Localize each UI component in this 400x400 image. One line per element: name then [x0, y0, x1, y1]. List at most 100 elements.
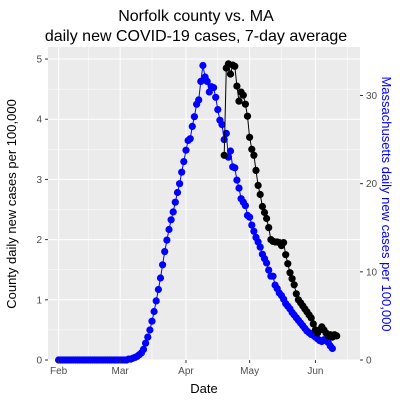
data-point [220, 151, 228, 159]
data-point [165, 225, 173, 234]
data-point [161, 248, 169, 256]
x-axis-title: Date [190, 381, 217, 396]
data-point [218, 121, 226, 129]
data-point [186, 135, 194, 143]
data-point [282, 251, 290, 259]
y-left-tick-label: 2 [36, 235, 42, 246]
data-point [333, 332, 341, 340]
data-point [258, 202, 266, 211]
data-point [265, 224, 273, 232]
data-point [248, 145, 256, 153]
y-right-tick-label: 0 [366, 356, 372, 367]
y-left-tick-label: 4 [36, 115, 42, 126]
data-point [210, 84, 218, 92]
data-point [231, 62, 239, 70]
data-point [148, 317, 156, 325]
data-point [235, 97, 243, 105]
y-right-tick-label: 30 [366, 91, 378, 102]
data-point [188, 122, 196, 130]
y-axis-left: 0 1 2 3 4 5 [36, 55, 48, 367]
data-point [142, 339, 150, 347]
x-tick-label: Apr [178, 366, 194, 377]
data-point [246, 213, 254, 221]
data-point [307, 314, 315, 322]
data-point [150, 307, 158, 316]
data-point [290, 281, 298, 289]
data-point [241, 202, 249, 210]
data-point [152, 297, 160, 305]
data-point [260, 208, 269, 217]
chart-title-line-2: daily new COVID-19 cases, 7-day average [45, 28, 347, 45]
y-axis-right-title: Massachusetts daily new cases per 100,00… [379, 76, 394, 331]
data-point [180, 158, 188, 166]
data-point [239, 91, 247, 99]
data-point [144, 333, 152, 341]
data-point [265, 266, 273, 274]
data-point [256, 190, 264, 199]
data-point [163, 236, 171, 244]
data-point [280, 239, 288, 247]
data-point [231, 164, 239, 172]
data-point [197, 77, 205, 85]
data-point [154, 285, 162, 294]
data-point [250, 227, 258, 235]
y-left-tick-label: 1 [36, 295, 42, 306]
norfolk-county-series [220, 60, 341, 341]
data-point [288, 275, 296, 283]
data-point [171, 198, 179, 206]
data-point [159, 261, 167, 269]
data-point [284, 260, 292, 268]
chart-title-line-1: Norfolk county vs. MA [118, 8, 274, 25]
plot-panel [48, 47, 360, 360]
data-point [139, 345, 148, 353]
data-point [195, 96, 203, 104]
data-point [235, 184, 243, 192]
data-point [263, 214, 271, 223]
y-right-tick-label: 10 [366, 267, 378, 278]
x-tick-label: Feb [50, 366, 68, 377]
data-point [190, 113, 198, 121]
data-point [203, 77, 211, 85]
data-point [286, 269, 294, 277]
data-point [233, 176, 241, 184]
y-axis-right: 0 10 20 30 [360, 91, 378, 367]
data-point [241, 100, 249, 108]
data-point [173, 188, 182, 197]
y-left-tick-label: 0 [36, 356, 42, 367]
data-point [226, 70, 235, 78]
data-point [254, 181, 262, 189]
x-tick-label: Mar [112, 366, 130, 377]
data-point [248, 221, 256, 229]
data-point [214, 106, 222, 114]
data-point [178, 168, 186, 176]
data-point [252, 166, 260, 174]
x-tick-label: May [240, 366, 259, 377]
data-point [309, 320, 317, 328]
data-point [328, 344, 336, 353]
x-tick-label: Jun [307, 366, 323, 377]
data-point [182, 146, 190, 154]
data-point [167, 216, 175, 224]
data-point [176, 180, 184, 188]
y-left-tick-label: 5 [36, 55, 42, 66]
data-point [269, 272, 277, 280]
data-point [243, 112, 252, 120]
data-point [156, 274, 165, 282]
y-left-tick-label: 3 [36, 175, 42, 186]
data-point [263, 259, 271, 267]
data-point [292, 290, 300, 298]
data-point [199, 61, 207, 70]
data-point [169, 208, 177, 216]
massachusetts-series [55, 61, 336, 364]
y-right-tick-label: 20 [366, 179, 378, 190]
data-point [256, 243, 264, 251]
data-point [233, 82, 241, 90]
data-point [212, 93, 220, 101]
x-axis: Feb Mar Apr May Jun [50, 360, 323, 377]
data-point [226, 147, 235, 155]
data-point [146, 326, 154, 334]
y-axis-left-title: County daily new cases per 100,000 [4, 99, 19, 309]
data-point [250, 151, 258, 159]
data-point [222, 129, 230, 137]
